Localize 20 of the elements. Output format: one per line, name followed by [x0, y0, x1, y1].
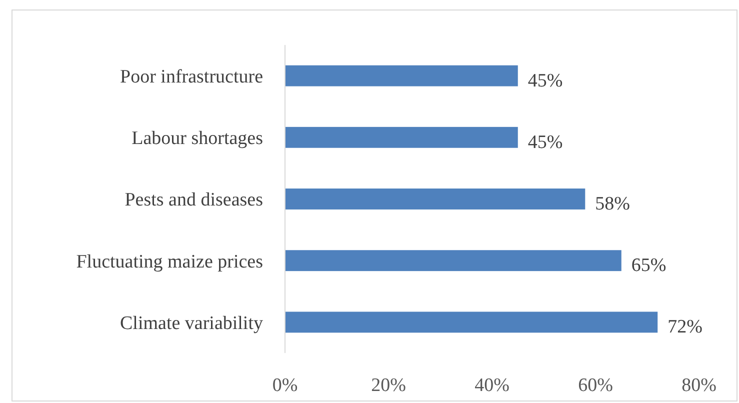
y-tick-label: Fluctuating maize prices [76, 251, 263, 272]
data-label: 45% [528, 132, 563, 153]
data-label: 65% [631, 255, 666, 276]
data-label: 58% [595, 193, 630, 214]
y-tick-label: Pests and diseases [124, 190, 263, 211]
bar [285, 126, 518, 148]
y-tick-label: Climate variability [120, 312, 264, 334]
bar [285, 188, 586, 210]
x-tick-label: 40% [474, 375, 510, 396]
x-tick-label: 20% [371, 375, 406, 396]
data-label: 72% [668, 316, 703, 338]
bar [285, 65, 518, 86]
bar [285, 250, 622, 272]
y-tick-label: Labour shortages [132, 128, 263, 150]
x-tick-label: 80% [682, 375, 717, 396]
y-tick-label: Poor infrastructure [120, 66, 263, 88]
data-label: 45% [528, 70, 563, 92]
x-tick-label: 0% [272, 375, 298, 396]
x-tick-label: 60% [578, 375, 614, 396]
bar [285, 312, 658, 333]
